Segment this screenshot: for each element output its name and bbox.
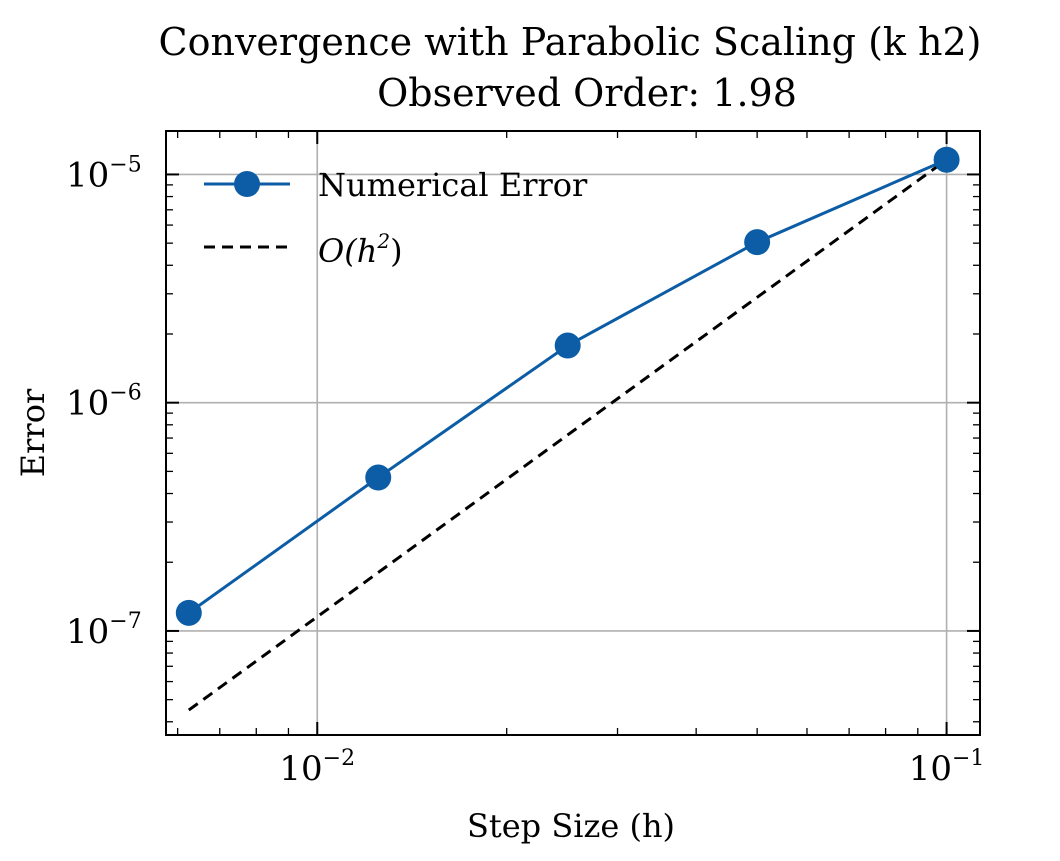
chart-subtitle: Observed Order: 1.98 xyxy=(377,71,797,115)
y-axis-label: Error xyxy=(14,388,52,477)
x-axis-label: Step Size (h) xyxy=(467,807,675,845)
grid-lines xyxy=(166,131,980,735)
y-tick-label: 10−5 xyxy=(66,152,142,195)
legend-marker-numerical-error xyxy=(234,171,260,197)
numerical-error-point xyxy=(933,146,960,173)
reference-line-order-2 xyxy=(187,158,948,712)
x-tick-label: 10−2 xyxy=(279,746,355,789)
numerical-error-point xyxy=(744,229,771,256)
chart-title: Convergence with Parabolic Scaling (k h2… xyxy=(159,20,982,64)
legend-label-numerical-error: Numerical Error xyxy=(318,166,588,204)
plot-frame xyxy=(165,130,981,736)
numerical-error-point xyxy=(554,332,581,359)
major-ticks xyxy=(166,131,980,735)
legend: Numerical Error O(h2) xyxy=(204,166,588,270)
series-layer xyxy=(175,146,960,712)
minor-ticks xyxy=(166,131,980,735)
legend-label-order-reference: O(h2) xyxy=(318,229,403,270)
x-tick-label: 10−1 xyxy=(909,746,985,789)
y-tick-label: 10−6 xyxy=(66,381,142,424)
numerical-error-point xyxy=(365,464,392,491)
numerical-error-point xyxy=(175,599,202,626)
tick-labels: 10−2 10−1 10−7 10−6 10−5 xyxy=(66,152,984,789)
y-tick-label: 10−7 xyxy=(66,609,142,652)
